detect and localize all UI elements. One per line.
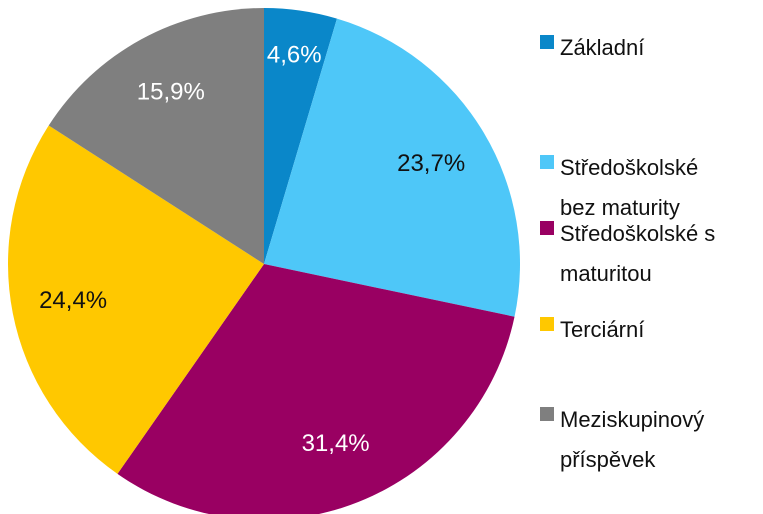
pie-slice	[117, 264, 515, 514]
pie-slice	[7, 125, 264, 474]
legend-swatch	[540, 155, 554, 169]
legend-swatch	[540, 407, 554, 421]
data-label: 15,9%	[137, 79, 205, 106]
legend-swatch	[540, 35, 554, 49]
legend-label: Středoškolské s maturitou	[560, 221, 716, 286]
pie-slice	[48, 8, 264, 264]
data-label: 4,6%	[267, 42, 322, 69]
data-label: 31,4%	[302, 430, 370, 457]
legend-swatch	[540, 221, 554, 235]
legend-item: Meziskupinový příspěvek	[540, 400, 755, 480]
pie-slice	[264, 8, 337, 264]
pie: 4,6% 23,7% 31,4% 24,4% 15,9%	[7, 8, 520, 514]
legend-label: Terciární	[560, 317, 645, 342]
pie-slice	[264, 18, 520, 317]
legend-item: Středoškolské s maturitou	[540, 214, 755, 294]
data-label: 24,4%	[39, 287, 107, 314]
legend-label: Meziskupinový příspěvek	[560, 407, 705, 472]
legend-label: Základní	[560, 35, 645, 60]
legend-item: Základní	[540, 28, 755, 68]
legend-item: Středoškolské bez maturity	[540, 148, 755, 228]
legend-label: Středoškolské bez maturity	[560, 155, 699, 220]
legend-item: Terciární	[540, 310, 755, 350]
data-label: 23,7%	[397, 150, 465, 177]
legend-swatch	[540, 317, 554, 331]
